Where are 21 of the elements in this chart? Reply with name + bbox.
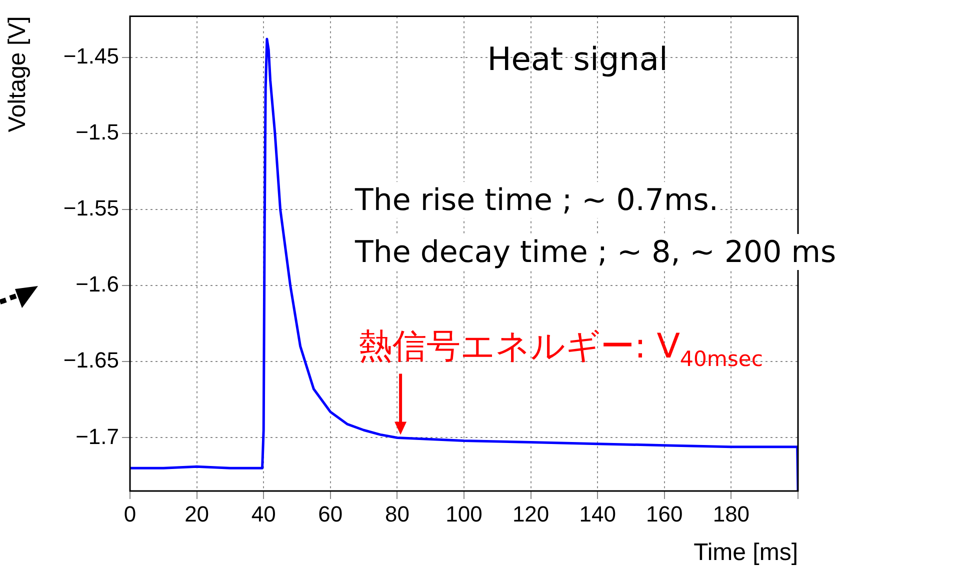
x-tick-label: 60: [318, 501, 343, 526]
y-tick-label: −1.55: [63, 196, 119, 221]
x-tick-label: 20: [184, 501, 210, 526]
annotation: The decay time ; ~ 8, ~ 200 ms: [354, 235, 836, 270]
y-tick-label: −1.65: [63, 348, 119, 373]
x-axis-title: Time [ms]: [694, 539, 798, 566]
x-tick-label: 180: [712, 501, 750, 526]
x-tick-label: 40: [251, 501, 276, 526]
x-tick-label: 80: [384, 501, 410, 526]
annotation: The rise time ; ~ 0.7ms.: [354, 183, 718, 218]
y-axis-title: Voltage [V]: [4, 16, 32, 132]
y-tick-label: −1.6: [76, 272, 119, 297]
x-tick-label: 0: [124, 501, 136, 526]
y-tick-label: −1.45: [63, 43, 119, 68]
x-tick-label: 160: [646, 501, 683, 526]
text: Heat signal: [487, 40, 668, 78]
x-tick-label: 120: [512, 501, 550, 526]
x-tick-label: 140: [579, 501, 616, 526]
x-tick-label: 100: [446, 501, 482, 526]
y-tick-label: −1.7: [76, 424, 119, 449]
y-tick-label: −1.5: [76, 119, 119, 144]
